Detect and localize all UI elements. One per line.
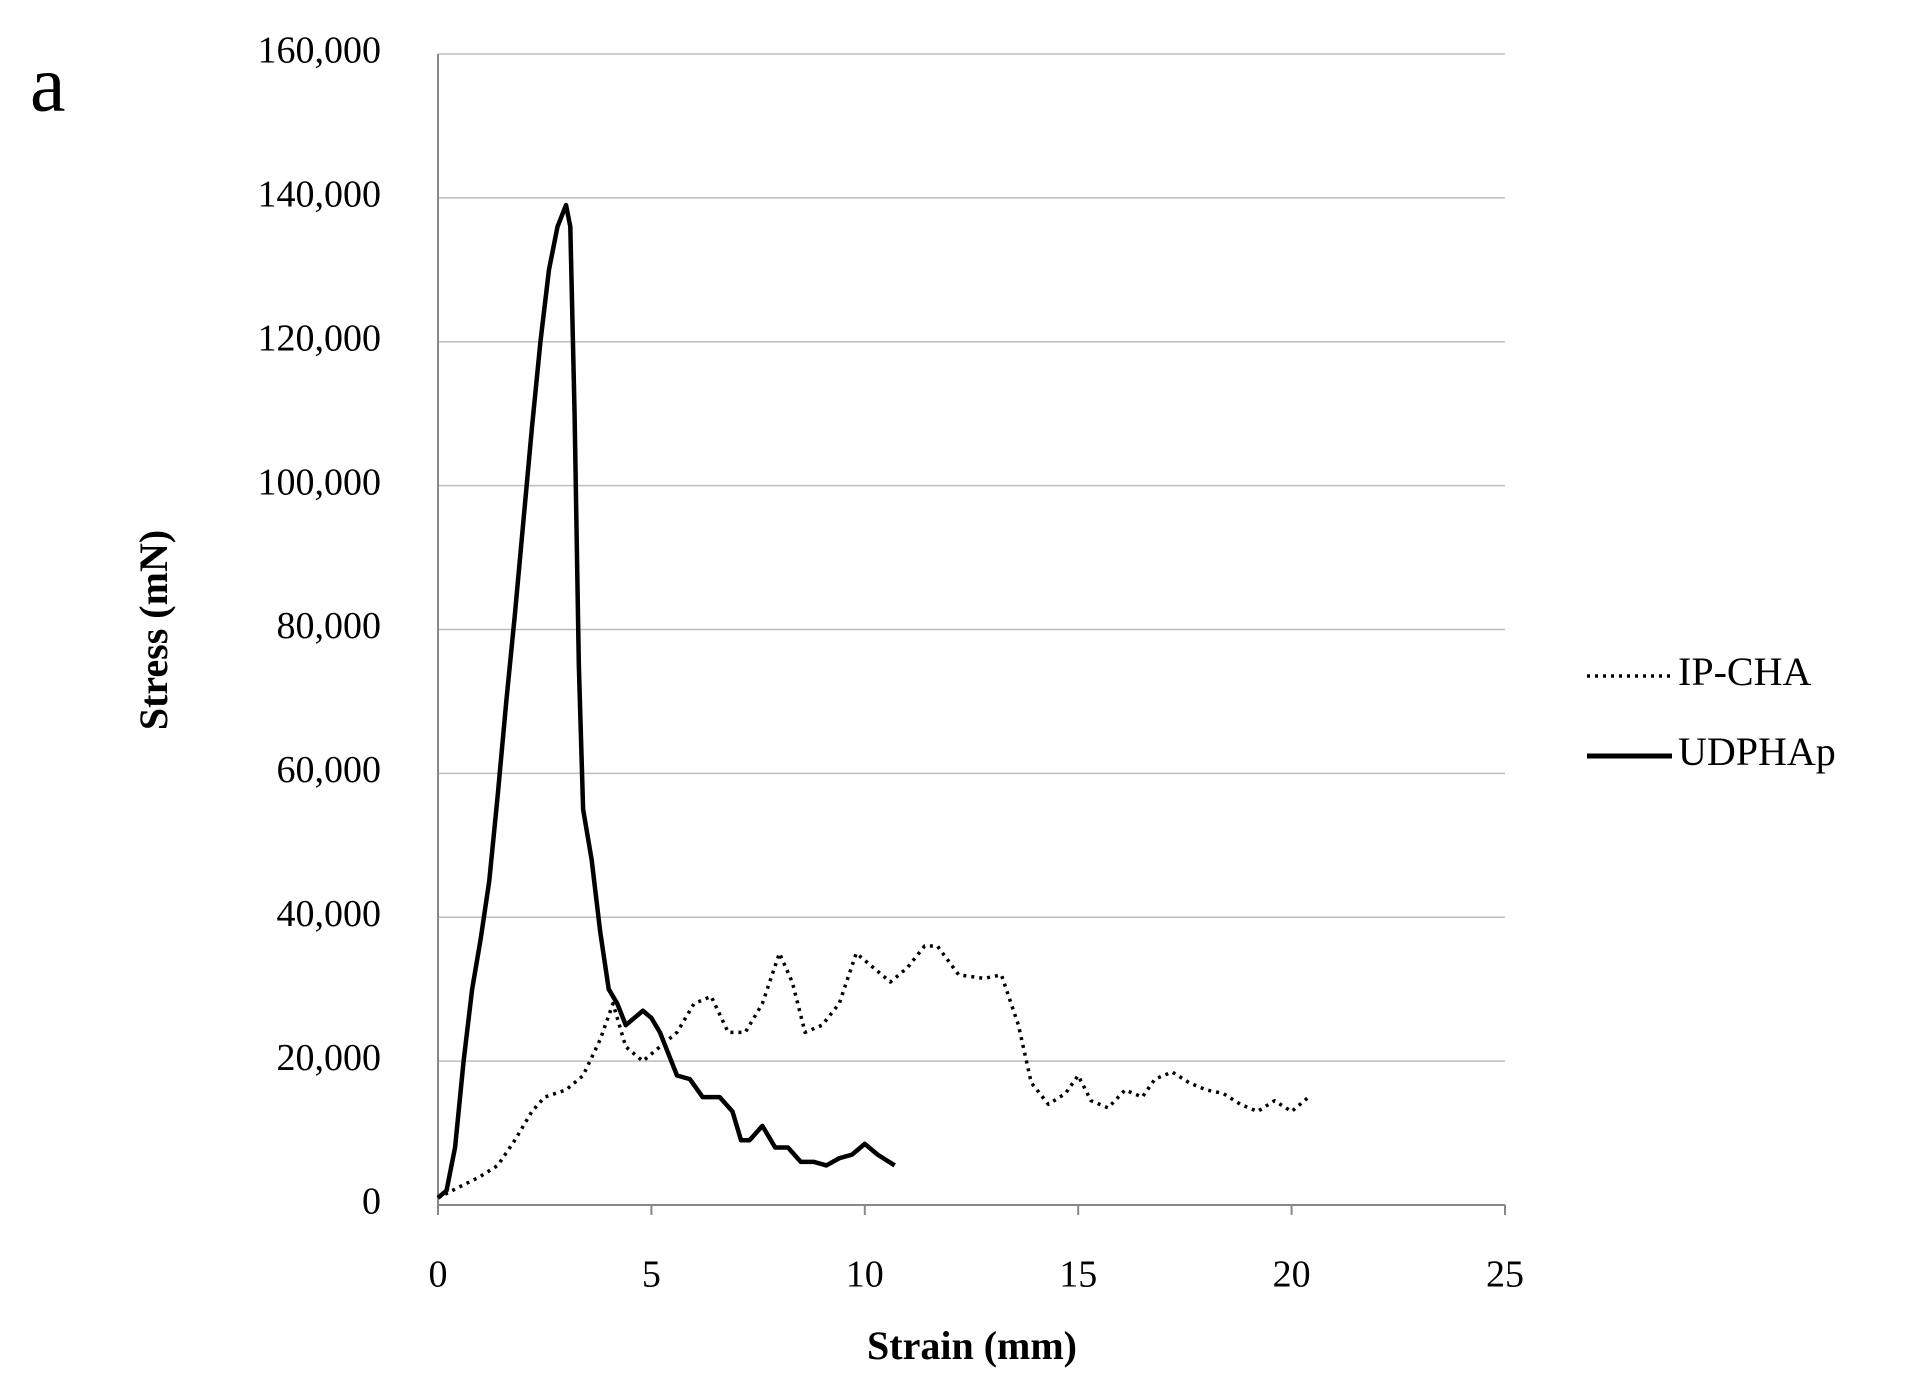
panel-label: a (30, 40, 66, 128)
y-tick-label: 160,000 (258, 30, 382, 72)
y-tick-label: 20,000 (277, 1037, 382, 1079)
x-tick-label: 10 (846, 1254, 884, 1296)
x-tick-label: 20 (1273, 1254, 1311, 1296)
y-tick-label: 0 (362, 1181, 381, 1223)
data-line (436, 202, 896, 1200)
y-tick-label: 100,000 (258, 461, 382, 503)
y-tick-label: 140,000 (258, 174, 382, 216)
y-axis-title: Stress (mN) (131, 530, 176, 730)
y-tick-label: 40,000 (277, 893, 382, 935)
y-tick-label: 60,000 (277, 749, 382, 791)
x-tick-label: 25 (1486, 1254, 1524, 1296)
legend-label: IP-CHA (1678, 649, 1811, 694)
data-line (437, 944, 1310, 1200)
y-tick-label: 120,000 (258, 317, 382, 359)
x-axis-title: Strain (mm) (867, 1323, 1077, 1368)
x-tick-label: 15 (1059, 1254, 1097, 1296)
legend-label: UDPHAp (1678, 729, 1836, 774)
x-tick-label: 5 (642, 1254, 661, 1296)
y-tick-label: 80,000 (277, 605, 382, 647)
x-tick-label: 0 (429, 1254, 448, 1296)
